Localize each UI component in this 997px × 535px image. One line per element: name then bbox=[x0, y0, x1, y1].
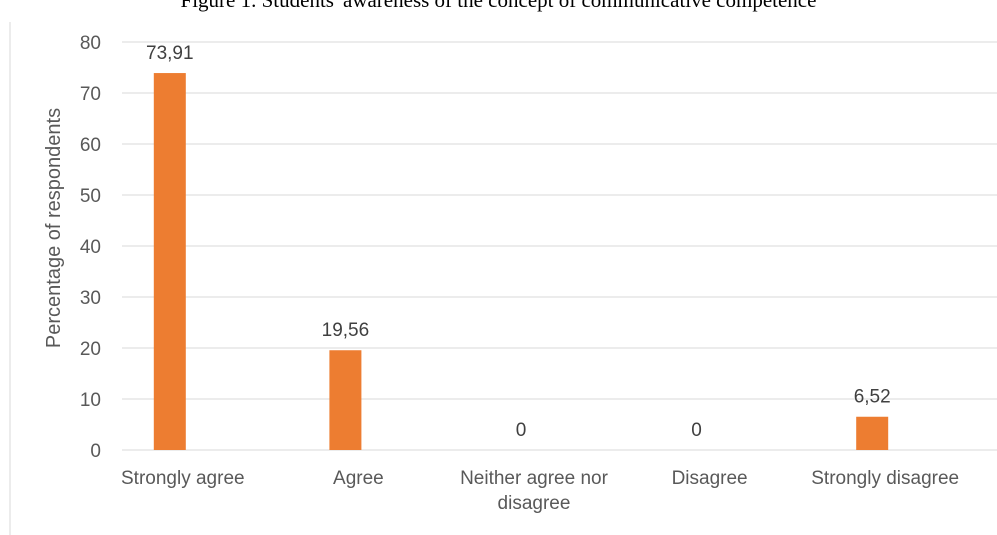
y-tick-label: 60 bbox=[80, 135, 101, 156]
y-tick-label: 40 bbox=[80, 237, 101, 258]
data-label: 73,91 bbox=[146, 43, 194, 64]
y-tick-label: 20 bbox=[80, 339, 101, 360]
y-tick-label: 10 bbox=[80, 390, 101, 411]
y-tick-label: 0 bbox=[90, 441, 101, 462]
bar bbox=[856, 416, 889, 450]
data-label: 0 bbox=[691, 420, 702, 441]
x-tick-label: Agree bbox=[333, 468, 384, 489]
x-tick-label: Strongly agree bbox=[121, 468, 245, 489]
bar bbox=[329, 350, 362, 450]
chart-title: Figure 1. Students' awareness of the con… bbox=[180, 0, 817, 12]
x-tick-label: Neither agree nor bbox=[460, 468, 609, 489]
data-label: 6,52 bbox=[854, 387, 891, 408]
x-tick-label: Strongly disagree bbox=[811, 468, 959, 489]
y-axis-label: Percentage of respondents bbox=[43, 108, 65, 348]
x-tick-label: Disagree bbox=[672, 468, 748, 489]
bar bbox=[153, 73, 186, 451]
y-tick-label: 30 bbox=[80, 288, 101, 309]
x-tick-label: disagree bbox=[498, 493, 571, 514]
data-label: 0 bbox=[516, 420, 527, 441]
y-tick-label: 50 bbox=[80, 186, 101, 207]
y-tick-label: 80 bbox=[80, 33, 101, 54]
data-label: 19,56 bbox=[322, 320, 370, 341]
y-tick-label: 70 bbox=[80, 84, 101, 105]
